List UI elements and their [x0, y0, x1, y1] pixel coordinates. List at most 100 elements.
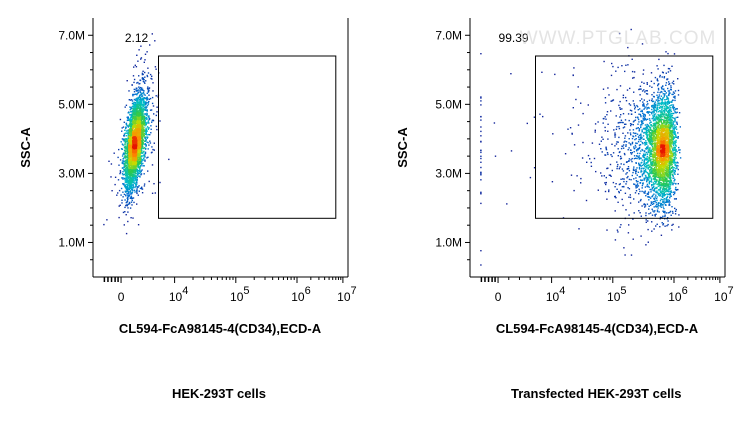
event-dot	[135, 184, 137, 186]
event-dot	[664, 93, 666, 95]
event-dot	[677, 137, 679, 139]
event-dot	[645, 127, 647, 129]
event-dot	[136, 113, 138, 115]
event-dot	[128, 166, 131, 169]
event-dot	[137, 133, 139, 135]
event-dot	[128, 162, 131, 164]
event-dot	[658, 102, 660, 104]
event-dot	[628, 196, 630, 198]
event-dot	[580, 177, 582, 180]
event-dot	[137, 175, 140, 177]
event-dot	[129, 139, 131, 141]
event-dot	[641, 175, 644, 177]
event-dot	[668, 81, 670, 83]
event-dot	[128, 135, 130, 137]
event-dot	[136, 149, 138, 151]
event-dot	[141, 159, 143, 161]
event-dot	[651, 100, 654, 103]
event-dot	[653, 125, 655, 127]
event-dot	[604, 102, 607, 104]
event-dot	[669, 105, 671, 107]
event-dot	[135, 153, 137, 156]
event-dot	[654, 183, 656, 185]
event-dot	[138, 117, 141, 119]
event-dot	[140, 121, 142, 124]
event-dot	[659, 116, 662, 119]
event-dot	[156, 128, 158, 131]
event-dot	[647, 147, 649, 149]
event-dot	[663, 115, 665, 117]
event-dot	[604, 182, 606, 184]
event-dot	[148, 94, 150, 96]
event-dot	[140, 137, 143, 140]
event-dot	[661, 193, 664, 195]
event-dot	[127, 112, 129, 114]
event-dot	[643, 108, 645, 110]
event-dot	[134, 137, 137, 140]
event-dot	[628, 147, 630, 149]
event-dot	[140, 124, 142, 127]
event-dot	[665, 201, 667, 204]
event-dot	[673, 83, 675, 85]
event-dot	[142, 88, 144, 91]
event-dot	[146, 113, 148, 115]
event-dot	[658, 189, 660, 191]
event-dot	[643, 191, 645, 193]
event-dot	[124, 156, 126, 158]
event-dot	[618, 125, 620, 128]
event-dot	[653, 198, 656, 200]
event-dot	[130, 114, 132, 116]
event-dot	[615, 197, 617, 199]
event-dot	[139, 94, 142, 96]
event-dot	[128, 187, 130, 190]
event-dot	[634, 108, 636, 110]
event-dot	[623, 152, 626, 155]
event-dot	[151, 102, 154, 105]
event-dot	[671, 206, 673, 208]
event-dot	[147, 133, 150, 136]
event-dot	[663, 119, 665, 121]
event-dot	[655, 225, 657, 227]
event-dot	[114, 183, 116, 186]
event-dot	[143, 127, 145, 129]
event-dot	[137, 145, 140, 147]
event-dot	[628, 119, 630, 122]
event-dot	[591, 142, 594, 144]
event-dot	[651, 185, 653, 187]
event-dot	[663, 200, 665, 202]
event-dot	[131, 155, 133, 158]
event-dot	[604, 154, 606, 156]
event-dot	[573, 189, 575, 192]
event-dot	[635, 116, 637, 119]
event-dot	[143, 147, 146, 149]
event-dot	[134, 108, 137, 110]
event-dot	[143, 101, 146, 103]
event-dot	[121, 177, 123, 179]
event-dot	[635, 180, 638, 182]
event-dot	[133, 189, 136, 191]
event-dot	[633, 151, 635, 153]
event-dot	[587, 104, 589, 106]
event-dot	[125, 177, 128, 180]
event-dot	[127, 197, 129, 199]
event-dot	[131, 178, 133, 180]
event-dot	[127, 192, 130, 194]
event-dot	[647, 151, 649, 154]
event-dot	[137, 154, 140, 156]
event-dot	[130, 185, 133, 187]
event-dot	[672, 104, 675, 106]
event-dot	[672, 127, 675, 130]
event-dot	[644, 144, 646, 146]
event-dot	[649, 148, 651, 150]
event-dot	[134, 160, 136, 162]
event-dot	[533, 116, 536, 118]
event-dot	[602, 122, 604, 124]
event-dot	[151, 146, 153, 148]
event-dot	[139, 109, 141, 111]
event-dot	[138, 86, 140, 88]
event-dot	[672, 141, 675, 143]
event-dot	[128, 195, 130, 197]
event-dot	[670, 113, 673, 115]
event-dot	[133, 133, 135, 136]
